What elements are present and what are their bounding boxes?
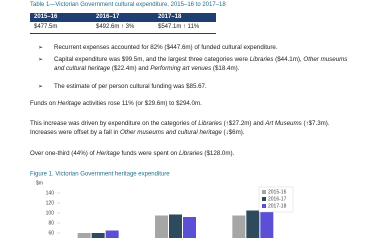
paragraph: This increase was driven by expenditure … [30, 120, 348, 137]
table-caption: Table 1—Victorian Government cultural ex… [30, 2, 226, 8]
bullet-text: Recurrent expenses accounted for 82% ($4… [54, 44, 354, 53]
bullet-text: The estimate of per person cultural fund… [54, 83, 354, 92]
table-cell: $477.5m [34, 24, 58, 30]
table-header-cell: 2017–18 [158, 14, 182, 20]
text-run: This increase was driven by expenditure … [30, 120, 199, 127]
bar [77, 233, 91, 238]
legend-label: 2017-18 [268, 204, 287, 210]
legend-swatch [262, 190, 266, 194]
bar [183, 217, 196, 238]
table-header-cell: 2016–17 [96, 14, 120, 20]
table-row-rule [30, 33, 216, 34]
text-run: Capital expenditure was $99.5m, and the … [54, 56, 250, 63]
bullet-text: Capital expenditure was $99.5m, and the … [54, 56, 354, 73]
y-tick-label: 100 [46, 210, 55, 216]
text-run: Heritage [57, 100, 81, 107]
text-run: Performing art venues [150, 64, 212, 72]
bullet-marker: ➢ [38, 56, 44, 63]
text-run: funds were spent on [119, 150, 179, 157]
text-run: Funds on [30, 100, 58, 107]
chart: Figure 1. Victorian Government heritage … [30, 172, 294, 238]
bar [246, 210, 260, 238]
legend-label: 2016-17 [268, 197, 287, 203]
paragraph: Funds on Heritage activities rose 11% (o… [30, 100, 348, 109]
text-run: (↓$6m). [221, 128, 245, 136]
table-cell: $547.1m ↑ 11% [158, 24, 200, 30]
text-run: Other museums and cultural heritage [120, 128, 222, 136]
text-run: Heritage [96, 150, 120, 157]
y-tick-label: 120 [46, 200, 55, 206]
legend-label: 2015-16 [268, 190, 287, 196]
text-run: Other museums and cultural heritage [54, 56, 348, 72]
legend-swatch [262, 204, 266, 208]
bar [105, 230, 119, 238]
text-run: ($128.0m). [202, 150, 235, 157]
bar [91, 233, 105, 238]
text-run: The estimate of per person cultural fund… [54, 83, 207, 90]
figure-caption: Figure 1. Victorian Government heritage … [30, 172, 170, 178]
text-run: ($18.4m). [211, 64, 240, 72]
table-cell: $492.6m ↑ 3% [96, 24, 135, 30]
y-tick-label: 140 [46, 190, 55, 196]
text-run: Libraries [198, 120, 222, 127]
text-run: ($22.4m) and [110, 64, 151, 72]
y-tick-label: 80 [48, 220, 54, 226]
paragraph: Over one-third (44%) of Heritage funds w… [30, 150, 348, 159]
text-run: Recurrent expenses accounted for 82% ($4… [54, 44, 278, 51]
text-run: activities rose 11% (or $29.6m) to $294.… [80, 100, 202, 107]
text-run: Libraries [249, 56, 274, 63]
bullet-marker: ➢ [38, 44, 44, 51]
text-run: Over one-third (44%) of [30, 150, 97, 157]
bar [232, 215, 246, 238]
table-header-cell: 2015–16 [34, 14, 58, 20]
y-axis-label: $m [36, 180, 43, 186]
text-run: Libraries [178, 150, 203, 157]
text-run: (↑$27.2m) and [221, 120, 266, 127]
text-run: Art Museums [265, 120, 302, 127]
bullet-marker: ➢ [38, 83, 44, 90]
bar [169, 214, 182, 238]
bar [155, 215, 168, 238]
table-header-band [30, 13, 216, 22]
text-run: (↑$7.3m). Increases were offset by a fal… [30, 120, 330, 136]
text-run: ($44.1m), [273, 56, 304, 63]
legend-swatch [262, 197, 266, 201]
y-tick-label: 60 [48, 230, 54, 236]
